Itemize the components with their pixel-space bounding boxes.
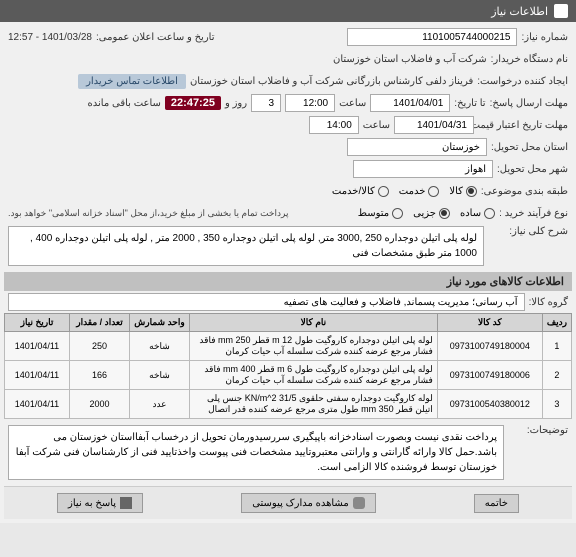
group-value: آب رسانی؛ مدیریت پسماند, فاضلاب و فعالیت… <box>8 293 525 311</box>
city-value: اهواز <box>353 160 493 178</box>
time-label-1: ساعت <box>339 98 366 109</box>
group-label: گروه کالا: <box>529 297 568 308</box>
announce-value: 1401/03/28 - 12:57 <box>8 32 92 43</box>
days-and-label: روز و <box>225 98 247 109</box>
th-unit: واحد شمارش <box>130 314 190 332</box>
th-name: نام کالا <box>190 314 438 332</box>
deadline-date: 1401/04/01 <box>370 94 450 112</box>
province-label: استان محل تحویل: <box>491 142 568 153</box>
radio-medium[interactable]: متوسط <box>358 208 403 219</box>
cell-qty: 2000 <box>70 390 130 419</box>
cell-n: 2 <box>542 361 571 390</box>
reply-button[interactable]: پاسخ به نیاز <box>57 493 143 513</box>
cell-code: 0973100749180004 <box>437 332 542 361</box>
th-date: تاریخ نیاز <box>5 314 70 332</box>
cell-unit: شاخه <box>130 332 190 361</box>
panel-header: اطلاعات نیاز <box>0 0 576 22</box>
validity-label: مهلت تاریخ اعتبار قیمت تا تاریخ: <box>478 120 568 131</box>
table-row[interactable]: 30973100540380012لوله کاروگیت دوجداره سف… <box>5 390 572 419</box>
cell-code: 0973100540380012 <box>437 390 542 419</box>
cell-qty: 166 <box>70 361 130 390</box>
process-radio-group: ساده جزیی متوسط <box>358 208 495 219</box>
radio-dot-icon <box>392 208 403 219</box>
attachments-button[interactable]: مشاهده مدارک پیوستی <box>241 493 376 513</box>
panel-title: اطلاعات نیاز <box>491 5 548 18</box>
radio-dot-icon <box>378 186 389 197</box>
cell-date: 1401/04/11 <box>5 390 70 419</box>
announce-label: تاریخ و ساعت اعلان عمومی: <box>96 32 215 43</box>
explain-value: پرداخت نقدی نیست وبصورت اسنادخزانه باپیگ… <box>8 425 504 480</box>
countdown-timer: 22:47:25 <box>165 96 221 110</box>
cell-date: 1401/04/11 <box>5 361 70 390</box>
days-count: 3 <box>251 94 281 112</box>
need-desc-value: لوله پلی اتیلن دوجداره 250 ,3000 متر, لو… <box>8 226 484 266</box>
category-radio-group: کالا خدمت کالا/خدمت <box>332 186 477 197</box>
table-row[interactable]: 10973100749180004لوله پلی اتیلن دوجداره … <box>5 332 572 361</box>
deadline-to-label: تا تاریخ: <box>454 98 485 109</box>
need-number-value: 1101005744000215 <box>347 28 517 46</box>
goods-table: ردیف کد کالا نام کالا واحد شمارش تعداد /… <box>4 313 572 419</box>
radio-simple[interactable]: ساده <box>460 208 495 219</box>
category-label: طبقه بندی موضوعی: <box>481 186 568 197</box>
cell-qty: 250 <box>70 332 130 361</box>
close-button[interactable]: خاتمه <box>474 494 519 513</box>
time-label-2: ساعت <box>363 120 390 131</box>
cell-n: 1 <box>542 332 571 361</box>
process-label: نوع فرآیند خرید : <box>499 208 568 219</box>
cell-code: 0973100749180006 <box>437 361 542 390</box>
remaining-label: ساعت باقی مانده <box>88 98 161 109</box>
cell-name: لوله کاروگیت دوجداره سفتی حلقوی KN/m^2 3… <box>190 390 438 419</box>
deadline-time: 12:00 <box>285 94 335 112</box>
cell-n: 3 <box>542 390 571 419</box>
cell-unit: عدد <box>130 390 190 419</box>
need-desc-label: شرح کلی نیاز: <box>488 226 568 237</box>
reply-icon <box>120 497 132 509</box>
th-code: کد کالا <box>437 314 542 332</box>
city-label: شهر محل تحویل: <box>497 164 568 175</box>
buyer-org-value: شرکت آب و فاضلاب استان خوزستان <box>333 54 487 65</box>
cell-date: 1401/04/11 <box>5 332 70 361</box>
validity-time: 14:00 <box>309 116 359 134</box>
radio-dot-icon <box>428 186 439 197</box>
radio-service[interactable]: خدمت <box>399 186 440 197</box>
buyer-org-label: نام دستگاه خریدار: <box>491 54 568 65</box>
radio-both[interactable]: کالا/خدمت <box>332 186 389 197</box>
validity-date: 1401/04/31 <box>394 116 474 134</box>
paperclip-icon <box>353 497 365 509</box>
goods-section-title: اطلاعات کالاهای مورد نیاز <box>4 272 572 291</box>
radio-goods[interactable]: کالا <box>449 186 477 197</box>
province-value: خوزستان <box>347 138 487 156</box>
payment-note: پرداخت تمام یا بخشی از مبلغ خرید،از محل … <box>8 208 288 219</box>
info-icon <box>554 4 568 18</box>
th-row: ردیف <box>542 314 571 332</box>
buyer-contact-button[interactable]: اطلاعات تماس خریدار <box>78 74 186 89</box>
th-qty: تعداد / مقدار <box>70 314 130 332</box>
creator-label: ایجاد کننده درخواست: <box>477 76 568 87</box>
radio-dot-icon <box>484 208 495 219</box>
explain-label: توضیحات: <box>508 425 568 436</box>
deadline-label: مهلت ارسال پاسخ: <box>490 98 568 109</box>
cell-unit: شاخه <box>130 361 190 390</box>
radio-partial[interactable]: جزیی <box>413 208 450 219</box>
cell-name: لوله پلی اتیلن دوجداره کاروگیت طول m 12 … <box>190 332 438 361</box>
table-row[interactable]: 20973100749180006لوله پلی اتیلن دوجداره … <box>5 361 572 390</box>
need-number-label: شماره نیاز: <box>521 32 568 43</box>
radio-dot-icon <box>439 208 450 219</box>
creator-value: فریناز دلفی کارشناس بازرگانی شرکت آب و ف… <box>190 76 473 87</box>
radio-dot-icon <box>466 186 477 197</box>
cell-name: لوله پلی اتیلن دوجداره کاروگیت طول m 6 ق… <box>190 361 438 390</box>
